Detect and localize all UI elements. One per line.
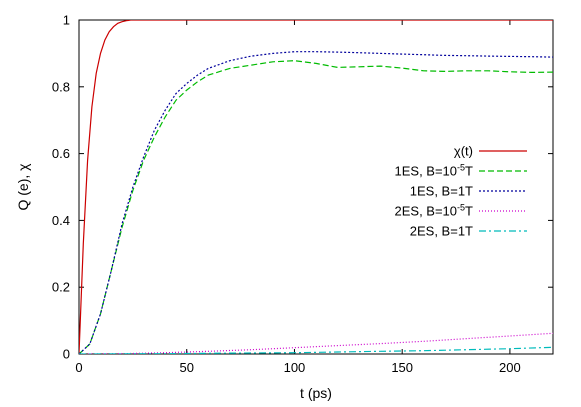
x-tick-label: 100 [284, 360, 306, 375]
y-tick-label: 0 [63, 347, 70, 362]
series-line-0 [79, 20, 553, 354]
legend-label-4: 2ES, B=1T [410, 224, 473, 239]
y-tick-label: 0.2 [52, 280, 70, 295]
x-axis-label: t (ps) [300, 385, 332, 401]
series-group [79, 20, 553, 354]
legend-label-3: 2ES, B=10-5T [395, 203, 474, 219]
y-tick-label: 0.4 [52, 213, 70, 228]
y-axis-label: Q (e), χ [15, 163, 31, 211]
x-tick-label: 0 [75, 360, 82, 375]
series-line-4 [79, 346, 553, 354]
series-line-2 [79, 51, 553, 354]
series-line-1 [79, 60, 553, 354]
x-tick-label: 150 [391, 360, 413, 375]
legend: χ(t) 1ES, B=10-5T 1ES, B=1T 2ES, B=10-5T 2ES… [395, 144, 527, 239]
y-tick-label: 1 [63, 13, 70, 28]
legend-label-1: 1ES, B=10-5T [395, 163, 474, 179]
x-tick-label: 200 [499, 360, 521, 375]
series-line-3 [79, 332, 553, 354]
plot-frame [78, 19, 554, 355]
legend-label-2: 1ES, B=1T [410, 184, 473, 199]
axis-ticks: 0 50 100 150 200 0 0.2 0.4 0.6 0.8 1 [52, 13, 553, 375]
y-tick-label: 0.8 [52, 79, 70, 94]
plot-area [78, 19, 554, 355]
legend-label-0: χ(t) [454, 144, 473, 159]
y-tick-label: 0.6 [52, 146, 70, 161]
x-tick-label: 50 [179, 360, 193, 375]
